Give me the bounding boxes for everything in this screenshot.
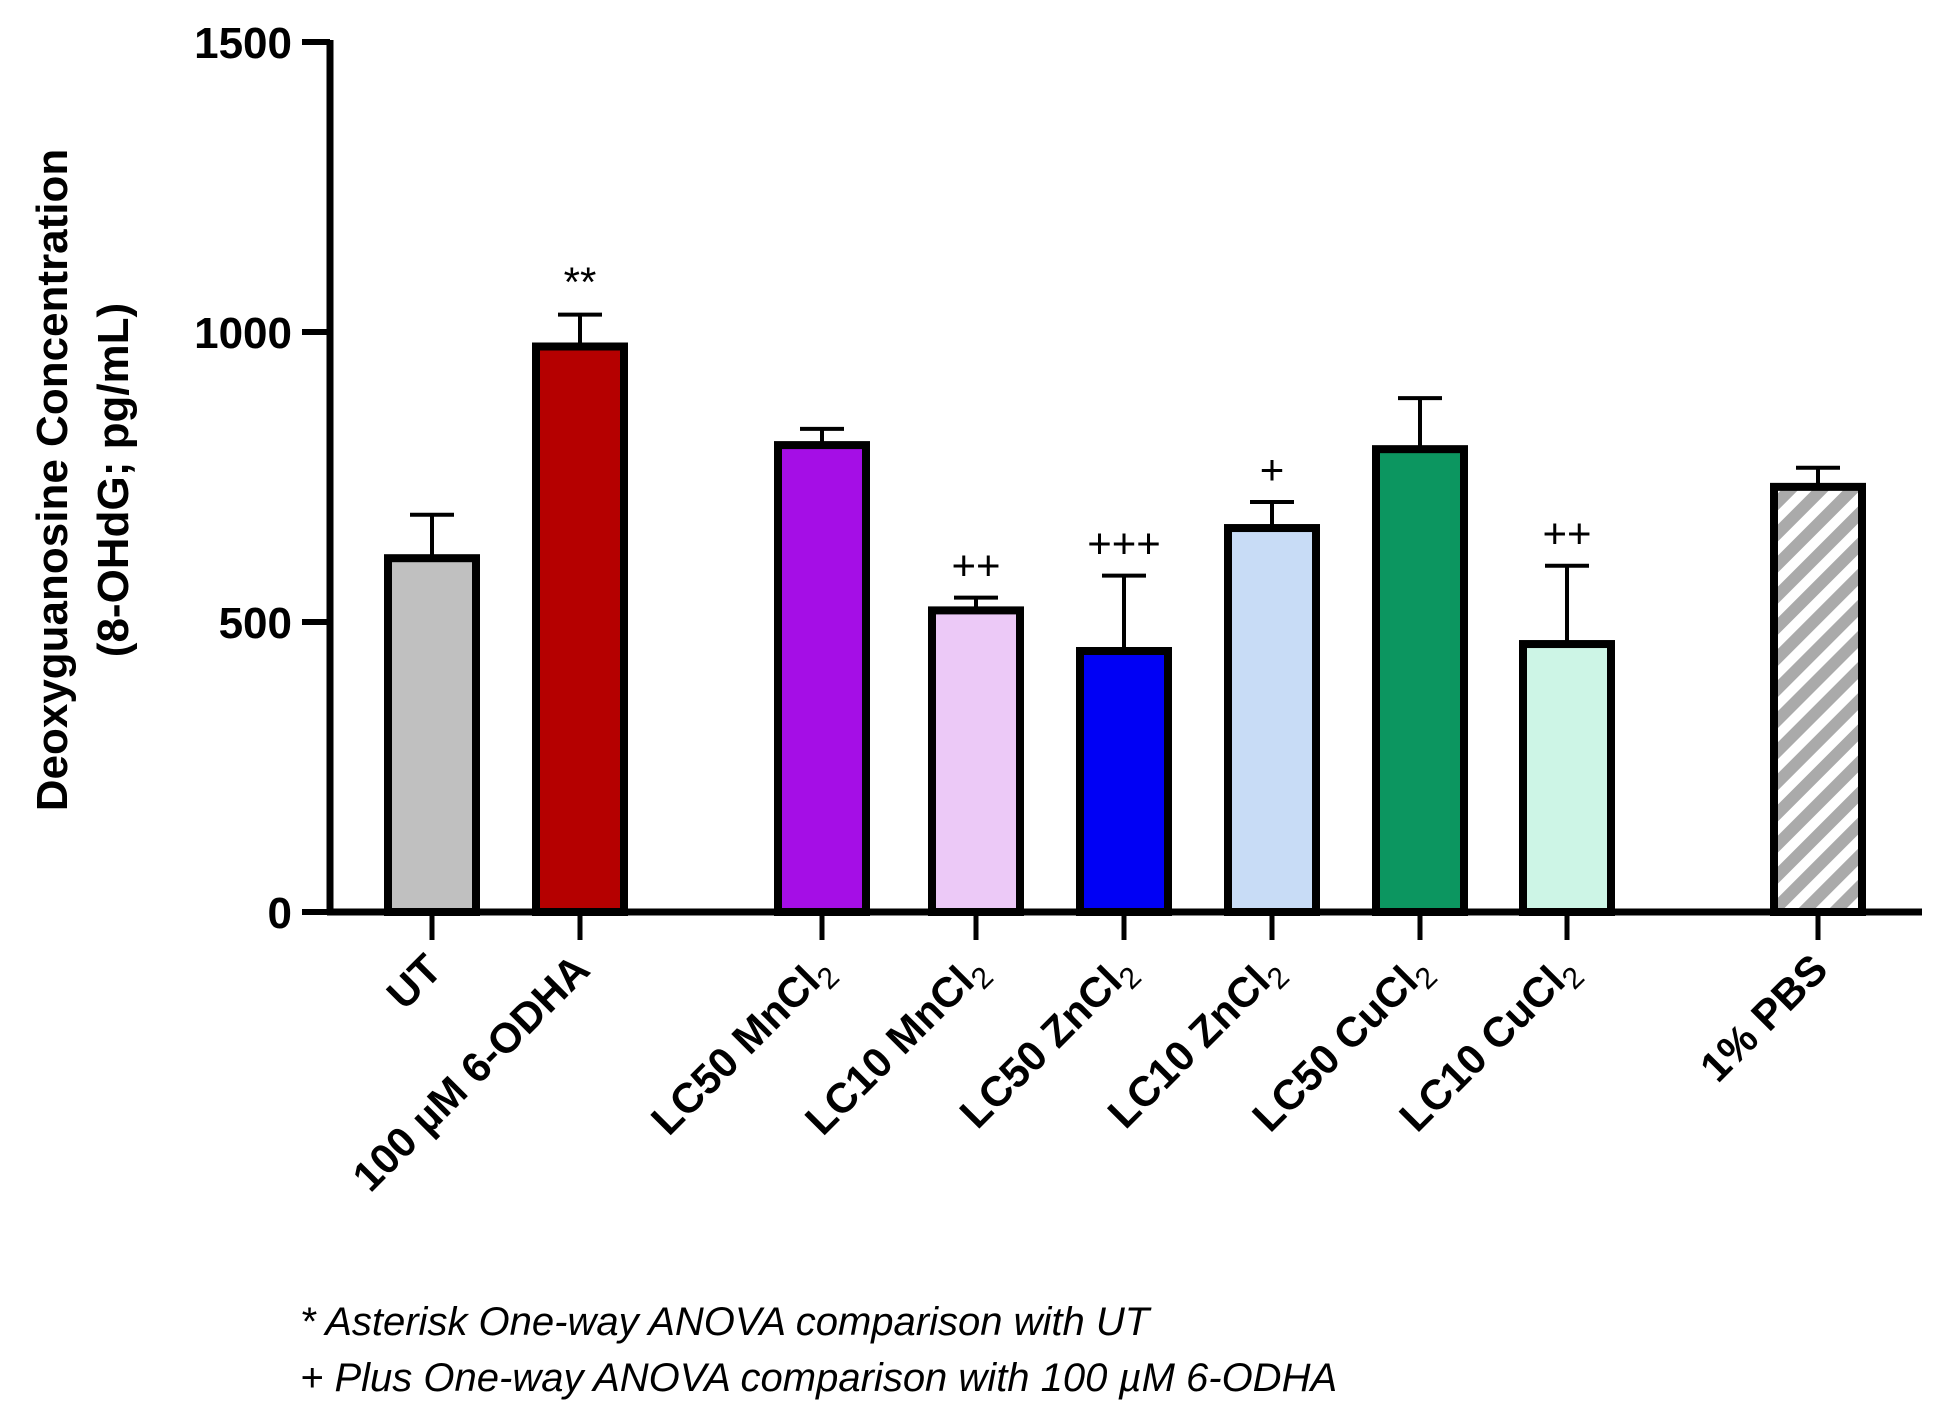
y-axis-label-line1: Deoxyguanosine Concentration [28, 149, 77, 812]
bar [774, 441, 870, 916]
bar [1372, 445, 1468, 916]
bar [928, 606, 1024, 917]
y-axis-label: Deoxyguanosine Concentration (8-OHdG; pg… [28, 149, 138, 812]
bar [1224, 524, 1320, 916]
significance-marker: ++ [951, 542, 1000, 589]
bar [384, 554, 480, 916]
significance-marker: +++ [1087, 520, 1161, 567]
footnote-plus: + Plus One-way ANOVA comparison with 100… [300, 1356, 1338, 1400]
y-axis-label-line2: (8-OHdG; pg/mL) [89, 303, 138, 657]
x-tick-label: UT [378, 945, 451, 1018]
bar [1519, 640, 1615, 916]
bar [532, 342, 628, 916]
x-tick-label: 1% PBS [1691, 945, 1836, 1090]
significance-marker: + [1260, 446, 1285, 493]
bars-layer: **++ ++++++ [384, 259, 1866, 917]
significance-marker: ++ [1542, 510, 1591, 557]
y-tick-label: 1500 [194, 19, 292, 68]
bar-chart: Deoxyguanosine Concentration (8-OHdG; pg… [28, 19, 1922, 1200]
y-tick-label: 1000 [194, 309, 292, 358]
y-tick-label: 500 [219, 599, 292, 648]
y-tick-label: 0 [268, 889, 292, 938]
significance-marker: ** [564, 259, 597, 306]
bar [1076, 647, 1172, 916]
footnote-asterisk: * Asterisk One-way ANOVA comparison with… [300, 1300, 1150, 1344]
bar [1770, 482, 1866, 916]
axes-layer: 0 500 1000 1500 [194, 19, 1922, 940]
